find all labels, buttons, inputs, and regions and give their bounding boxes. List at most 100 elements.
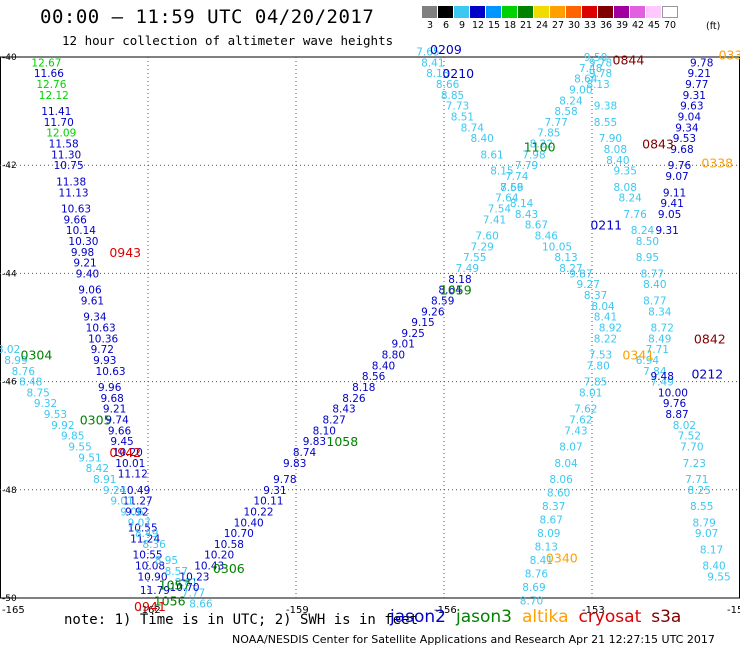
wave-height-value: 8.99	[4, 355, 27, 367]
wave-height-value: 10.05	[542, 241, 572, 253]
wave-height-value: 10.14	[66, 225, 96, 237]
color-scale-label: 15	[487, 20, 501, 31]
wave-height-value: 8.72	[651, 323, 674, 335]
wave-height-value: 7.48	[579, 63, 602, 75]
wave-height-value: 9.98	[71, 247, 94, 259]
color-scale-label: 45	[647, 20, 661, 31]
wave-height-value: 9.92	[125, 506, 148, 518]
pass-time-label: 0341	[622, 348, 654, 363]
legend-item-altika: altika	[522, 607, 569, 627]
wave-height-value: 12.12	[39, 90, 69, 102]
wave-height-value: 11.41	[41, 106, 71, 118]
wave-height-value: 10.40	[234, 517, 264, 529]
color-scale-unit: (ft)	[706, 21, 721, 32]
legend-item-jason2: jason2	[390, 607, 446, 627]
wave-height-value: 7.60	[475, 231, 498, 243]
wave-height-value: 8.43	[515, 209, 538, 221]
wave-height-value: 10.23	[179, 571, 209, 583]
color-swatch	[582, 6, 598, 18]
color-swatch	[646, 6, 662, 18]
wave-height-value: 9.93	[93, 355, 116, 367]
wave-height-value: 9.31	[655, 225, 678, 237]
wave-height-value: 9.50	[584, 52, 607, 64]
wave-height-value: 8.07	[559, 442, 582, 454]
wave-height-value: 8.10	[313, 425, 336, 437]
wave-height-value: 9.63	[680, 101, 703, 113]
wave-height-value: 11.58	[49, 139, 79, 151]
wave-height-value: 8.95	[155, 555, 178, 567]
wave-height-value: 8.25	[688, 485, 711, 497]
wave-height-value: 8.37	[584, 290, 607, 302]
wave-height-value: 8.51	[451, 112, 474, 124]
wave-height-value: 8.42	[86, 463, 109, 475]
wave-height-value: 8.76	[525, 569, 549, 581]
wave-height-value: 10.58	[214, 539, 244, 551]
wave-height-value: 8.67	[540, 515, 563, 527]
wave-height-value: 10.22	[244, 506, 274, 518]
wave-height-value: 8.59	[431, 295, 454, 307]
wave-height-value: 7.70	[680, 442, 703, 454]
legend-item-jason3: jason3	[456, 607, 512, 627]
wave-height-value: 10.75	[54, 160, 84, 172]
color-scale-labels: 3 6 9 12 15 18 21 24 27 30 33 36 39 42 45 70	[422, 20, 678, 31]
wave-height-value: 7.62	[569, 414, 592, 426]
wave-height-value: 9.92	[51, 420, 74, 432]
wave-height-value: 9.34	[83, 312, 107, 324]
wave-height-value: 8.18	[352, 382, 375, 394]
wave-height-value: 8.22	[530, 139, 553, 151]
wave-height-value: 8.01	[579, 387, 602, 399]
wave-height-value: 9.01	[392, 339, 415, 351]
wave-height-value: 8.76	[12, 366, 36, 378]
pass-time-label: 0843	[642, 137, 674, 152]
wave-height-value: 7.84	[643, 366, 667, 378]
wave-height-value: 7.76	[623, 209, 647, 221]
wave-height-value: 10.36	[88, 333, 118, 345]
color-swatch	[486, 6, 502, 18]
wave-height-value: 8.75	[26, 387, 49, 399]
wave-height-value: 8.74	[461, 122, 485, 134]
pass-time-label: 0210	[442, 66, 474, 81]
latitude-tick-label: -44	[2, 269, 17, 279]
longitude-tick-label: -150	[727, 605, 740, 616]
wave-height-value: 10.11	[253, 496, 283, 508]
wave-height-value: 8.24	[631, 225, 655, 237]
wave-height-value: 10.20	[204, 550, 234, 562]
wave-height-value: 8.43	[332, 404, 355, 416]
wave-height-value: 8.79	[692, 517, 715, 529]
wave-height-value: 10.63	[61, 203, 91, 215]
wave-height-value: 9.31	[683, 90, 706, 102]
wave-height-value: 8.55	[690, 501, 713, 513]
wave-height-value: 10.55	[128, 523, 158, 535]
wave-height-value: 9.35	[614, 166, 637, 178]
longitude-tick-label: -153	[582, 605, 605, 616]
wave-height-value: 8.14	[510, 198, 534, 210]
color-swatch	[454, 6, 470, 18]
map-title: 00:00 – 11:59 UTC 04/20/2017	[40, 6, 375, 28]
wave-height-value: 9.66	[108, 425, 132, 437]
color-scale-label: 42	[631, 20, 645, 31]
longitude-tick-label: -162	[138, 605, 161, 616]
map-subtitle: 12 hour collection of altimeter wave hei…	[62, 33, 394, 48]
wave-height-value: 9.06	[120, 506, 144, 518]
wave-height-value: 9.68	[100, 393, 123, 405]
wave-height-value: 8.27	[322, 414, 345, 426]
wave-height-value: 7.49	[651, 377, 674, 389]
wave-height-value: 10.20	[113, 447, 143, 459]
wave-height-value: 8.85	[441, 90, 464, 102]
wave-height-value: 9.07	[695, 528, 718, 540]
pass-time-label: 0212	[691, 366, 723, 381]
wave-height-value: 7.85	[584, 377, 607, 389]
color-swatch	[502, 6, 518, 18]
legend-item-s3a: s3a	[651, 607, 682, 627]
wave-height-value: 11.27	[123, 496, 153, 508]
wave-height-value: 8.49	[135, 528, 158, 540]
wave-height-value: 7.80	[586, 360, 609, 372]
pass-time-label: 0844	[613, 53, 645, 68]
latitude-tick-label: -42	[2, 161, 17, 171]
wave-height-value: 8.02	[0, 344, 20, 356]
wave-height-value: 7.71	[646, 344, 669, 356]
wave-height-value: 8.34	[648, 306, 672, 318]
color-swatch	[630, 6, 646, 18]
wave-height-value: 9.40	[76, 268, 99, 280]
